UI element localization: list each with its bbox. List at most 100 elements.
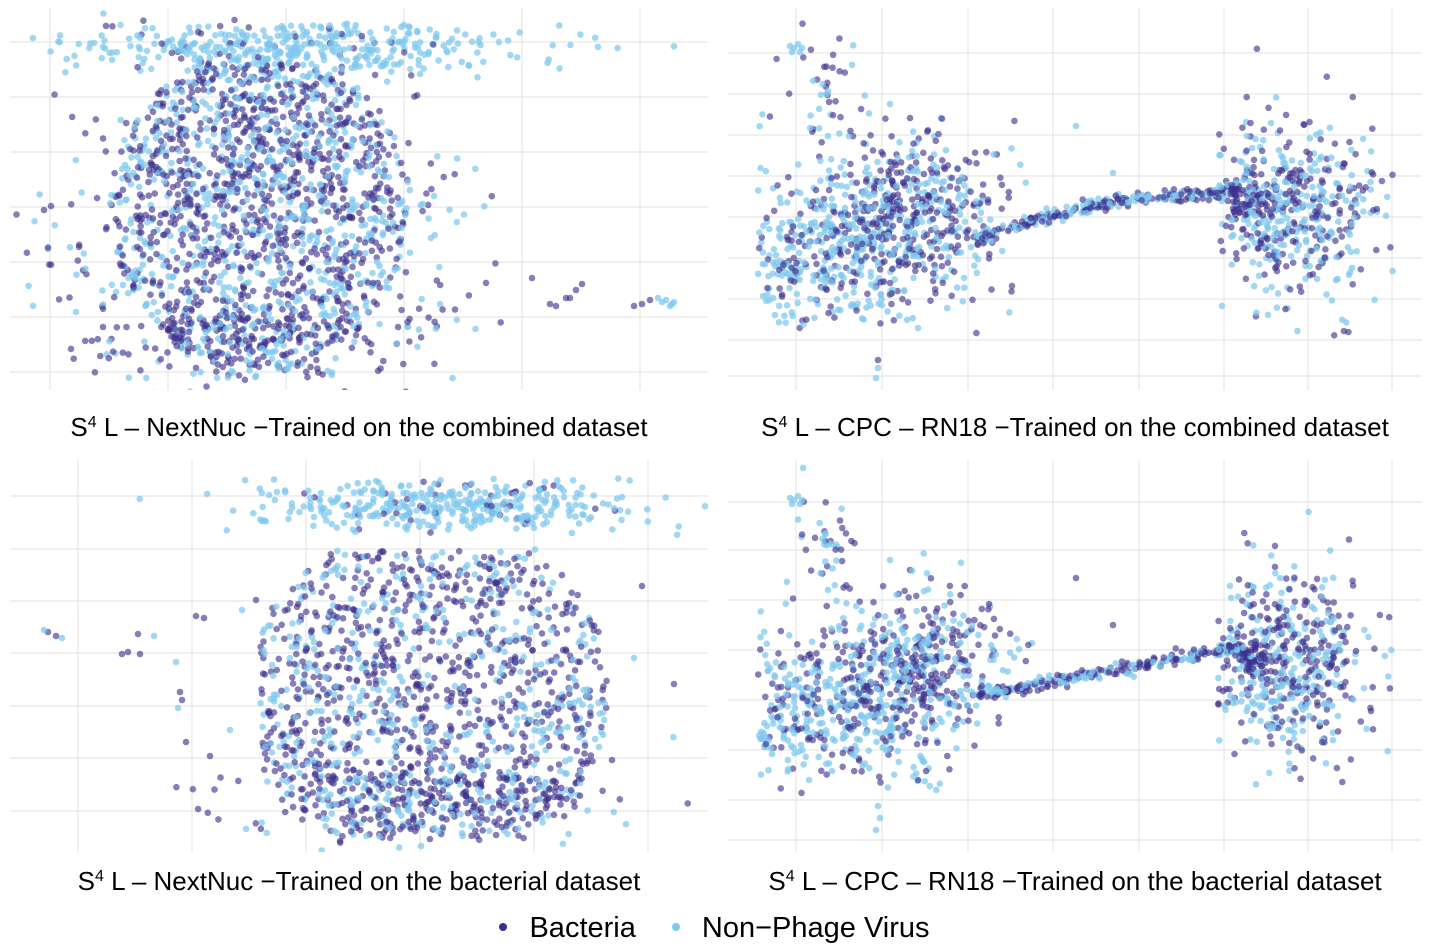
non-phage-virus-point bbox=[942, 147, 950, 154]
non-phage-virus-point bbox=[825, 167, 833, 174]
non-phage-virus-point bbox=[183, 126, 190, 133]
non-phage-virus-point bbox=[210, 130, 218, 138]
bacteria-point bbox=[193, 228, 200, 235]
bacteria-point bbox=[287, 348, 295, 356]
bacteria-point bbox=[427, 682, 435, 690]
bacteria-point bbox=[186, 94, 193, 101]
bacteria-point bbox=[339, 81, 346, 88]
bacteria-point bbox=[235, 348, 242, 355]
non-phage-virus-point bbox=[809, 277, 817, 285]
bacteria-point bbox=[811, 253, 818, 260]
bacteria-point bbox=[368, 247, 376, 255]
non-phage-virus-point bbox=[353, 202, 361, 209]
bacteria-point bbox=[230, 121, 238, 129]
bacteria-point bbox=[345, 675, 353, 683]
bacteria-point bbox=[125, 351, 132, 358]
non-phage-virus-point bbox=[241, 332, 248, 339]
non-phage-virus-point bbox=[250, 60, 257, 67]
bacteria-point bbox=[240, 284, 247, 292]
non-phage-virus-point bbox=[766, 225, 773, 233]
bacteria-point bbox=[425, 314, 432, 321]
non-phage-virus-point bbox=[945, 253, 953, 261]
bacteria-point bbox=[1297, 288, 1305, 296]
bacteria-point bbox=[110, 293, 118, 301]
bacteria-point bbox=[333, 294, 341, 302]
non-phage-virus-point bbox=[173, 119, 180, 126]
non-phage-virus-point bbox=[100, 10, 107, 17]
non-phage-virus-point bbox=[769, 259, 777, 266]
non-phage-virus-point bbox=[988, 237, 995, 245]
bacteria-point bbox=[948, 227, 956, 235]
non-phage-virus-point bbox=[811, 296, 819, 303]
bacteria-point bbox=[348, 344, 356, 352]
bacteria-point bbox=[193, 68, 201, 75]
bacteria-point bbox=[230, 206, 237, 214]
bacteria-point bbox=[202, 68, 209, 76]
non-phage-virus-point bbox=[943, 304, 951, 312]
bacteria-point bbox=[99, 135, 107, 142]
bacteria-point bbox=[119, 186, 127, 194]
non-phage-virus-point bbox=[556, 65, 563, 72]
non-phage-virus-point bbox=[1334, 161, 1342, 168]
bacteria-point bbox=[370, 660, 378, 668]
bacteria-point bbox=[338, 336, 345, 343]
bacteria-point bbox=[1369, 171, 1377, 178]
non-phage-virus-point bbox=[264, 83, 271, 90]
bacteria-point bbox=[386, 205, 394, 212]
non-phage-virus-point bbox=[1332, 276, 1340, 284]
non-phage-virus-point bbox=[928, 243, 935, 250]
non-phage-virus-point bbox=[406, 186, 414, 194]
non-phage-virus-point bbox=[135, 284, 142, 291]
bacteria-point bbox=[124, 648, 132, 656]
non-phage-virus-point bbox=[246, 367, 253, 374]
bacteria-point bbox=[148, 206, 156, 213]
non-phage-virus-point bbox=[204, 201, 211, 208]
non-phage-virus-point bbox=[204, 137, 212, 145]
non-phage-virus-point bbox=[866, 171, 873, 178]
non-phage-virus-point bbox=[294, 48, 302, 55]
bacteria-point bbox=[948, 222, 955, 230]
bacteria-point bbox=[870, 184, 878, 191]
bacteria-point bbox=[1263, 234, 1271, 242]
bacteria-point bbox=[296, 336, 303, 344]
bacteria-point bbox=[137, 322, 145, 330]
non-phage-virus-point bbox=[841, 191, 849, 198]
non-phage-virus-point bbox=[477, 41, 484, 49]
bacteria-point bbox=[921, 209, 929, 216]
non-phage-virus-point bbox=[477, 519, 485, 526]
bacteria-point bbox=[380, 669, 388, 677]
bacteria-point bbox=[294, 359, 302, 366]
bacteria-point bbox=[424, 201, 432, 209]
bacteria-point bbox=[417, 800, 425, 807]
non-phage-virus-point bbox=[480, 58, 487, 66]
non-phage-virus-point bbox=[277, 196, 284, 204]
non-phage-virus-point bbox=[394, 264, 401, 272]
non-phage-virus-point bbox=[1130, 193, 1137, 200]
non-phage-virus-point bbox=[283, 686, 290, 693]
non-phage-virus-point bbox=[303, 665, 311, 672]
non-phage-virus-point bbox=[154, 317, 161, 325]
non-phage-virus-point bbox=[108, 49, 116, 56]
non-phage-virus-point bbox=[190, 180, 197, 188]
bacteria-point bbox=[335, 173, 342, 181]
non-phage-virus-point bbox=[849, 300, 856, 308]
bacteria-point bbox=[939, 279, 947, 287]
bacteria-point bbox=[488, 192, 496, 200]
non-phage-virus-point bbox=[382, 61, 389, 68]
bacteria-point bbox=[876, 266, 884, 273]
non-phage-virus-point bbox=[761, 260, 769, 268]
non-phage-virus-point bbox=[341, 21, 349, 28]
non-phage-virus-point bbox=[212, 32, 219, 39]
non-phage-virus-point bbox=[1063, 203, 1070, 211]
non-phage-virus-point bbox=[383, 25, 391, 32]
bacteria-point bbox=[552, 302, 560, 310]
non-phage-virus-point bbox=[257, 144, 264, 151]
non-phage-virus-point bbox=[1302, 238, 1310, 246]
non-phage-virus-point bbox=[174, 704, 182, 712]
non-phage-virus-point bbox=[227, 297, 235, 305]
bacteria-point bbox=[1219, 247, 1226, 255]
non-phage-virus-point bbox=[226, 726, 234, 734]
non-phage-virus-point bbox=[1371, 296, 1378, 304]
bacteria-point bbox=[838, 222, 846, 230]
non-phage-virus-point bbox=[385, 790, 392, 797]
